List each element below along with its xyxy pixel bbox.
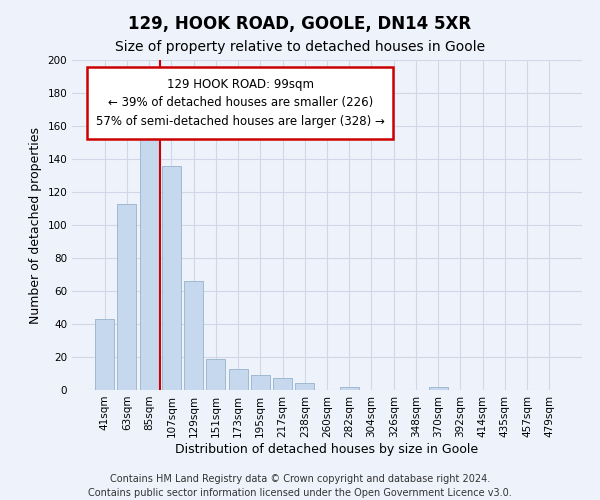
Bar xyxy=(140,126,158,390)
Bar xyxy=(162,166,181,390)
Bar xyxy=(118,204,136,390)
Text: Contains HM Land Registry data © Crown copyright and database right 2024.
Contai: Contains HM Land Registry data © Crown c… xyxy=(88,474,512,498)
Bar xyxy=(229,368,248,390)
Text: 129 HOOK ROAD: 99sqm
← 39% of detached houses are smaller (226)
57% of semi-deta: 129 HOOK ROAD: 99sqm ← 39% of detached h… xyxy=(96,78,385,128)
X-axis label: Distribution of detached houses by size in Goole: Distribution of detached houses by size … xyxy=(175,442,479,456)
Bar xyxy=(273,378,292,390)
Bar xyxy=(95,319,114,390)
Bar xyxy=(206,358,225,390)
Bar xyxy=(184,281,203,390)
Y-axis label: Number of detached properties: Number of detached properties xyxy=(29,126,42,324)
Text: 129, HOOK ROAD, GOOLE, DN14 5XR: 129, HOOK ROAD, GOOLE, DN14 5XR xyxy=(128,15,472,33)
Bar xyxy=(295,384,314,390)
Bar xyxy=(251,375,270,390)
Bar xyxy=(429,386,448,390)
FancyBboxPatch shape xyxy=(88,66,394,139)
Bar xyxy=(340,386,359,390)
Text: Size of property relative to detached houses in Goole: Size of property relative to detached ho… xyxy=(115,40,485,54)
